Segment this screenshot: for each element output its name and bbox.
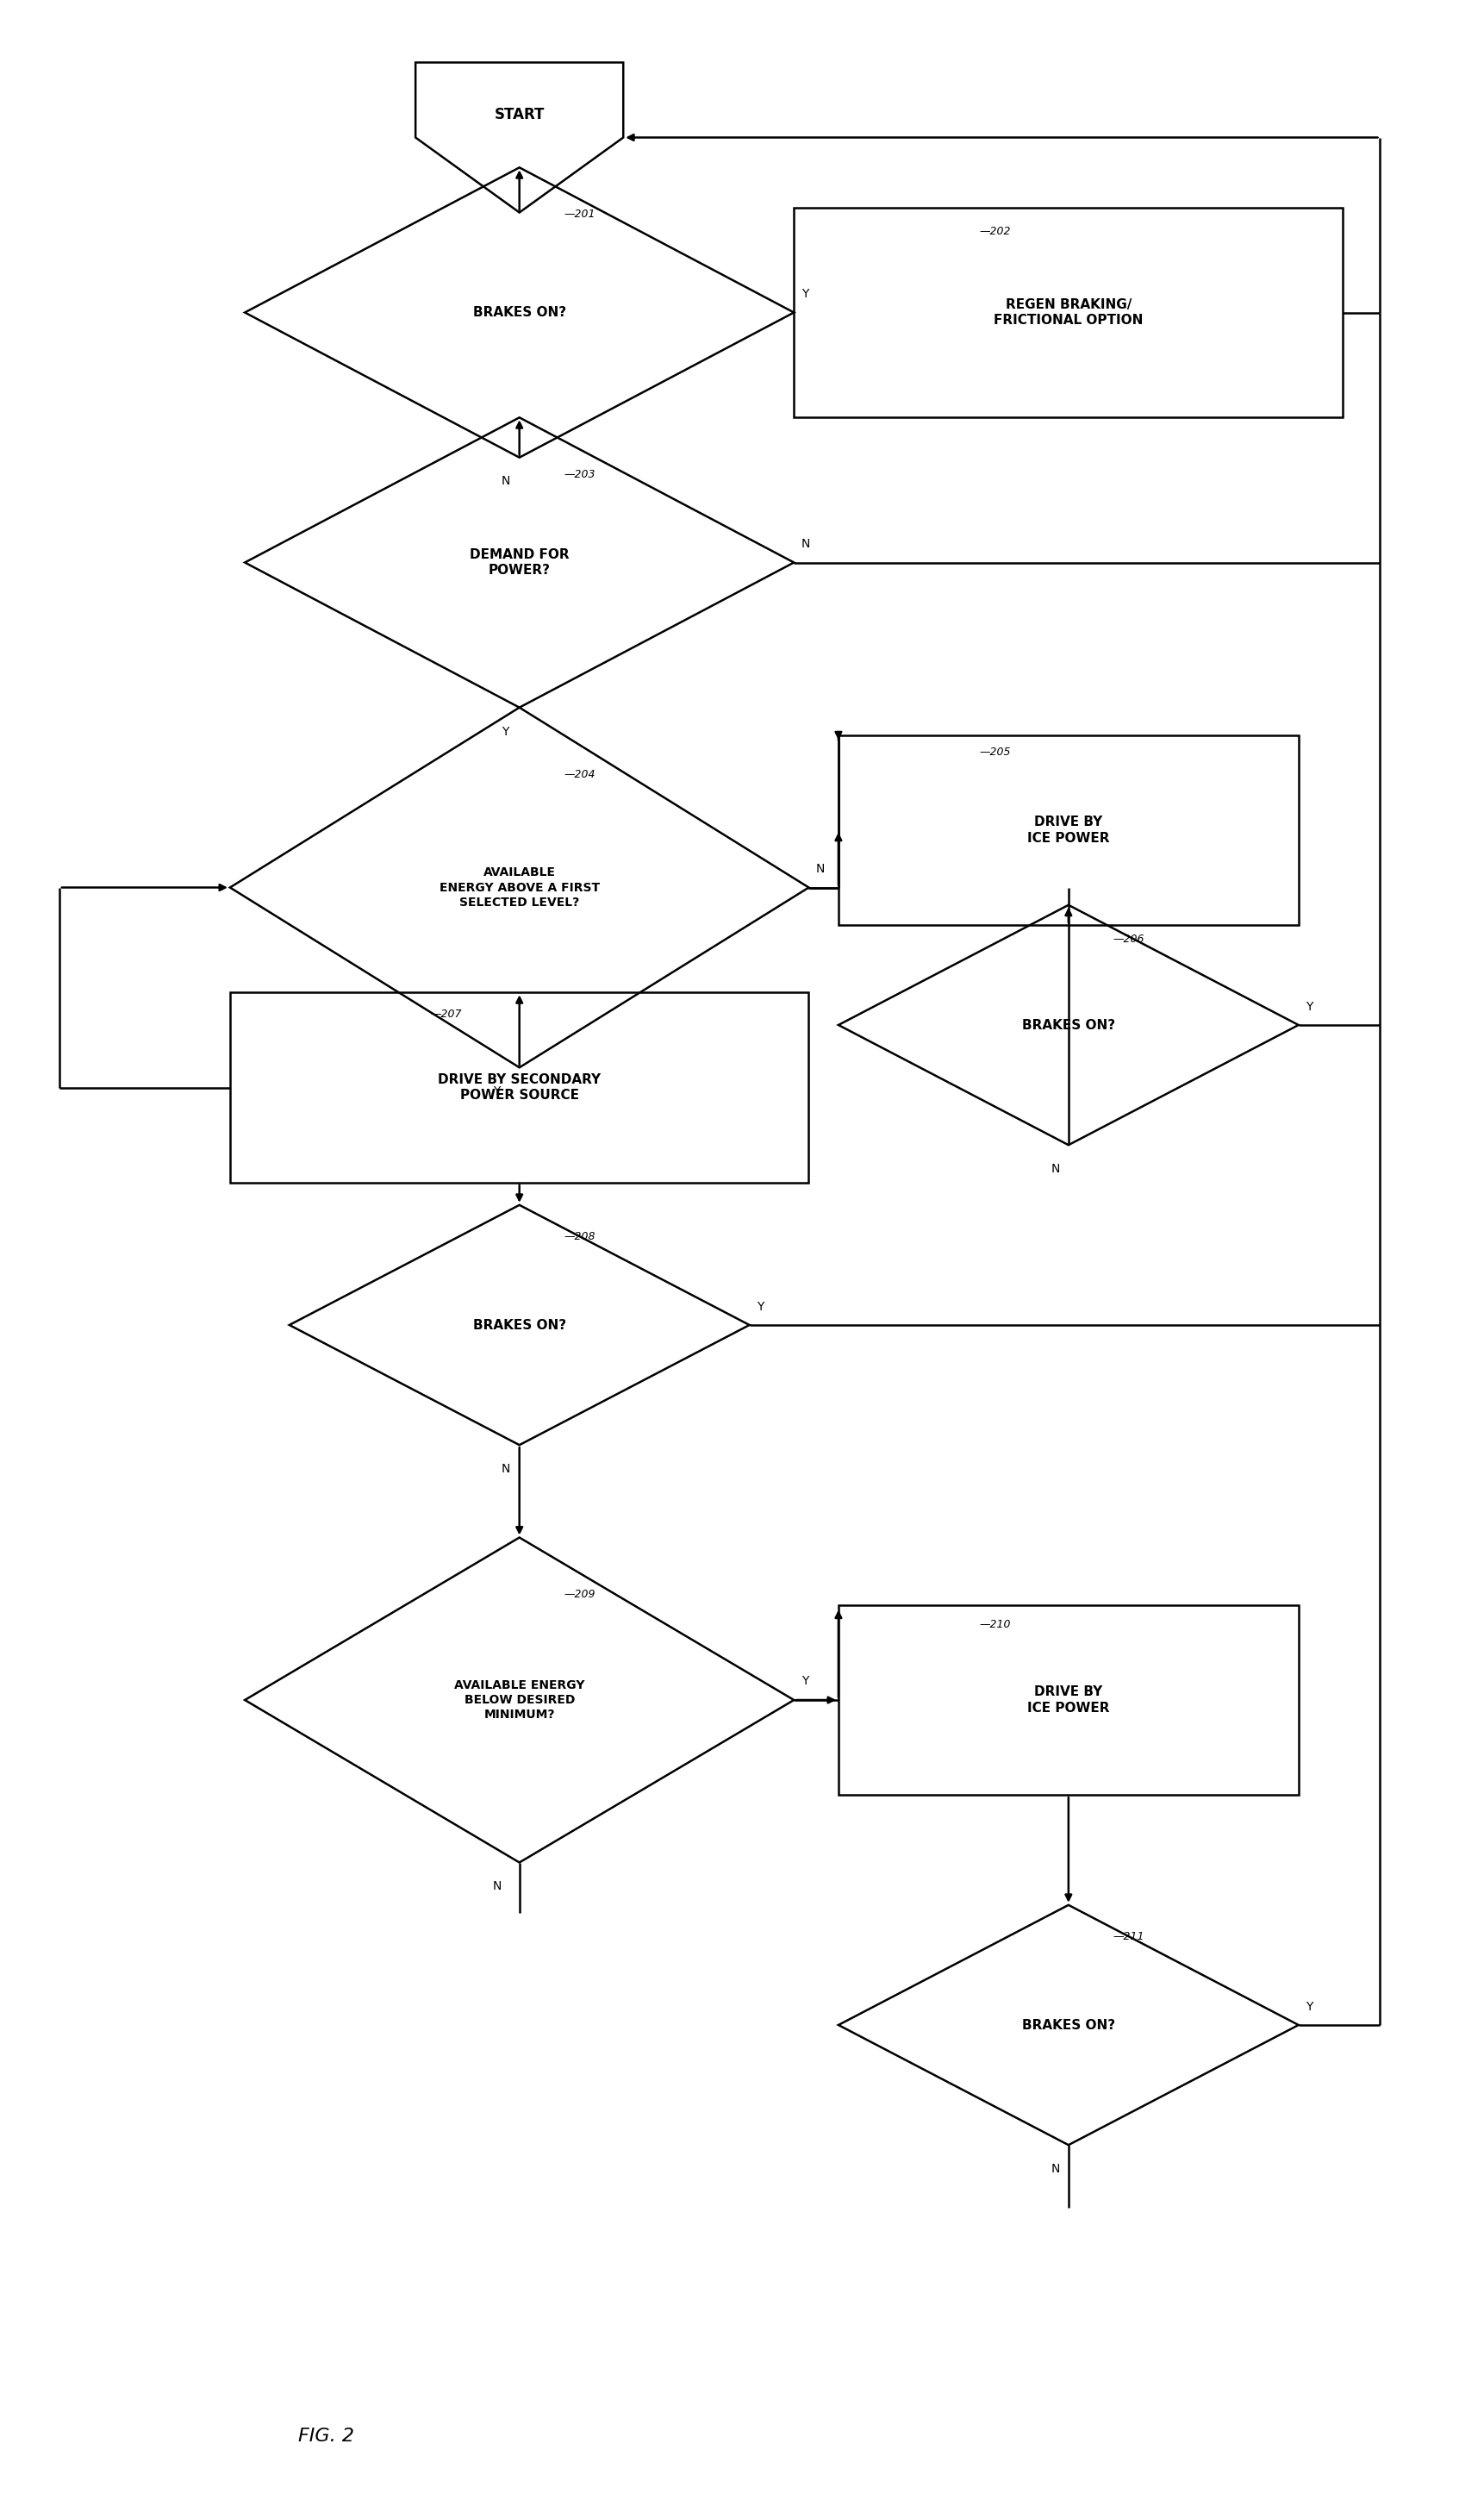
- Text: —205: —205: [979, 747, 1011, 757]
- Text: —206: —206: [1113, 935, 1144, 945]
- Text: FIG. 2: FIG. 2: [298, 2428, 355, 2445]
- Text: DRIVE BY
ICE POWER: DRIVE BY ICE POWER: [1027, 1685, 1110, 1715]
- Text: BRAKES ON?: BRAKES ON?: [1022, 1017, 1114, 1032]
- Text: DRIVE BY SECONDARY
POWER SOURCE: DRIVE BY SECONDARY POWER SOURCE: [438, 1072, 601, 1102]
- Text: N: N: [801, 538, 810, 550]
- Text: Y: Y: [1306, 1000, 1313, 1012]
- Text: N: N: [502, 1462, 510, 1475]
- Text: REGEN BRAKING/
FRICTIONAL OPTION: REGEN BRAKING/ FRICTIONAL OPTION: [994, 297, 1143, 327]
- Text: AVAILABLE ENERGY
BELOW DESIRED
MINIMUM?: AVAILABLE ENERGY BELOW DESIRED MINIMUM?: [454, 1680, 585, 1720]
- Text: —201: —201: [564, 210, 595, 220]
- Text: Y: Y: [801, 1675, 809, 1688]
- Text: BRAKES ON?: BRAKES ON?: [1022, 2018, 1114, 2032]
- Bar: [230, 992, 809, 1182]
- Bar: [794, 208, 1343, 418]
- Text: N: N: [502, 475, 510, 487]
- Text: —202: —202: [979, 227, 1011, 237]
- Text: DRIVE BY
ICE POWER: DRIVE BY ICE POWER: [1027, 815, 1110, 845]
- Text: N: N: [1051, 2162, 1060, 2175]
- Text: N: N: [816, 862, 825, 875]
- Text: Y: Y: [801, 288, 809, 300]
- Text: Y: Y: [757, 1300, 764, 1312]
- Text: N: N: [1051, 1162, 1060, 1175]
- Text: BRAKES ON?: BRAKES ON?: [473, 305, 565, 320]
- Text: N: N: [493, 1880, 502, 1892]
- Text: AVAILABLE
ENERGY ABOVE A FIRST
SELECTED LEVEL?: AVAILABLE ENERGY ABOVE A FIRST SELECTED …: [439, 867, 600, 908]
- Text: BRAKES ON?: BRAKES ON?: [473, 1318, 565, 1333]
- Text: DEMAND FOR
POWER?: DEMAND FOR POWER?: [469, 548, 570, 578]
- Text: —208: —208: [564, 1232, 595, 1242]
- Text: —209: —209: [564, 1590, 595, 1600]
- Bar: [838, 1605, 1298, 1795]
- Text: —211: —211: [1113, 1933, 1144, 1942]
- Text: Y: Y: [493, 1085, 500, 1097]
- Text: —204: —204: [564, 770, 595, 780]
- Text: Y: Y: [1306, 2000, 1313, 2012]
- Text: Y: Y: [502, 725, 509, 737]
- Text: START: START: [494, 107, 545, 122]
- Text: —203: —203: [564, 470, 595, 480]
- Text: —207: —207: [430, 1010, 462, 1020]
- Text: —210: —210: [979, 1620, 1011, 1630]
- Bar: [838, 735, 1298, 925]
